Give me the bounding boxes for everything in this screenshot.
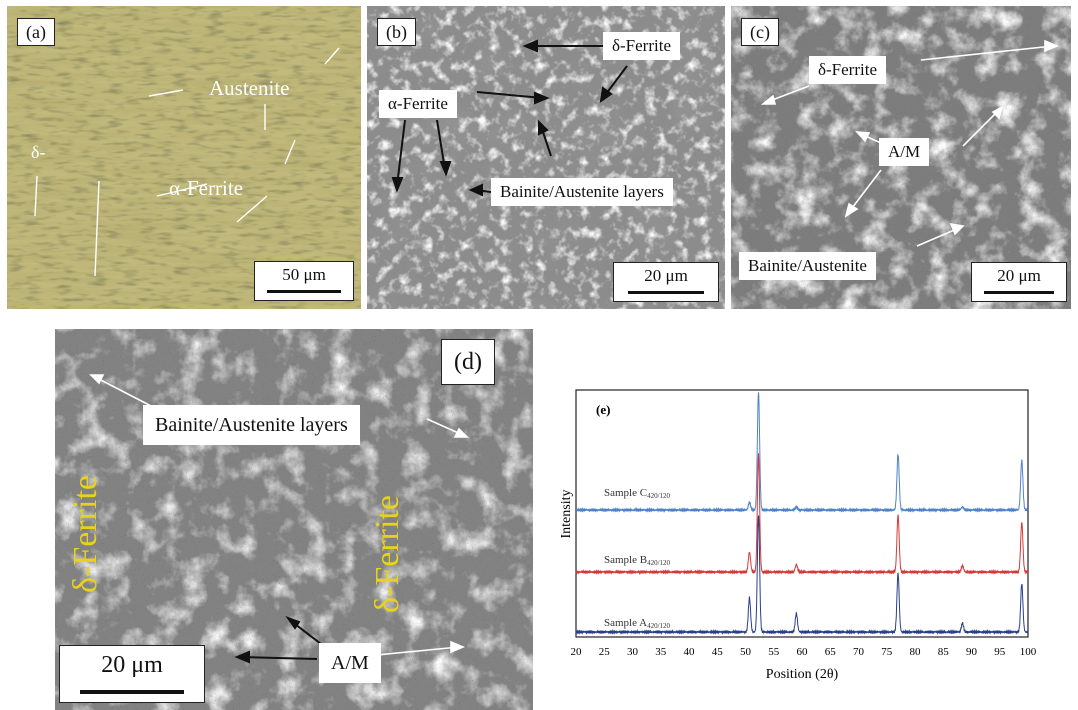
panel-label-d: (d): [441, 339, 495, 385]
delta-ferrite-label-c: δ-Ferrite: [809, 56, 886, 84]
x-axis-label: Position (2θ): [766, 667, 839, 682]
micrograph-c-image: [731, 6, 1071, 309]
series-label: Sample C420/120: [604, 487, 671, 500]
scale-bar-c: 20 μm: [971, 262, 1067, 302]
series-line: [575, 392, 1029, 514]
panel-label-e: (e): [596, 402, 610, 417]
bainite-layers-label-d: Bainite/Austenite layers: [143, 405, 360, 445]
scale-label-c: 20 μm: [997, 266, 1041, 285]
micrograph-b-image: [367, 6, 725, 309]
panel-label-a: (a): [17, 18, 55, 46]
x-tick-label: 50: [740, 646, 752, 658]
x-tick-label: 45: [712, 646, 724, 658]
delta-ferrite-left-label-d: δ-Ferrite: [66, 475, 104, 593]
xrd-chart: (e) Intensity Position (2θ) 20 25 30 35 40 45…: [559, 389, 1036, 682]
delta-label-a: δ-: [31, 142, 46, 162]
x-tick-label: 35: [655, 646, 667, 658]
scale-bar-d: 20 μm: [59, 645, 205, 703]
x-tick-label: 60: [797, 646, 809, 658]
series-line: [575, 453, 1029, 576]
xrd-chart-panel: (e) Intensity Position (2θ) 20 25 30 35 40 45…: [548, 382, 1036, 692]
x-tick-label: 100: [1020, 646, 1036, 658]
x-tick-label: 95: [994, 646, 1006, 658]
plot-frame: [575, 389, 1029, 638]
x-tick-label: 55: [768, 646, 780, 658]
scale-label-b: 20 μm: [644, 266, 688, 285]
scale-label-d: 20 μm: [101, 652, 163, 678]
x-tick-label: 40: [684, 646, 696, 658]
micrograph-b: (b) δ-Ferrite α-Ferrite Bainite/Austenit…: [367, 6, 725, 309]
scale-label-a: 50 μm: [282, 265, 326, 284]
series-line: [575, 515, 1029, 635]
scale-line-d: [80, 690, 184, 694]
x-tick-label: 85: [938, 646, 950, 658]
delta-ferrite-label-b: δ-Ferrite: [603, 32, 680, 60]
bainite-layers-label-b: Bainite/Austenite layers: [491, 178, 673, 206]
micrograph-c: (c) δ-Ferrite A/M Bainite/Austenite 20 μ…: [731, 6, 1071, 309]
x-tick-label: 75: [881, 646, 893, 658]
series-label: Sample A420/120: [604, 617, 671, 630]
x-tick-label: 20: [571, 646, 583, 658]
scale-line-b: [628, 291, 704, 294]
x-tick-label: 90: [966, 646, 978, 658]
x-tick-label: 25: [599, 646, 611, 658]
panel-label-c: (c): [741, 18, 779, 46]
y-axis-label: Intensity: [559, 490, 574, 539]
scale-line-a: [267, 290, 341, 293]
alpha-ferrite-label-b: α-Ferrite: [379, 90, 457, 118]
micrograph-a: (a) Austenite δ- α-Ferrite 50 μm: [7, 6, 361, 309]
series-label: Sample B420/120: [604, 554, 671, 567]
scale-line-c: [984, 291, 1054, 294]
alpha-ferrite-label-a: α-Ferrite: [169, 176, 243, 200]
panel-label-b: (b): [377, 18, 416, 46]
micrograph-d: (d) Bainite/Austenite layers δ-Ferrite δ…: [55, 329, 533, 710]
austenite-label-a: Austenite: [209, 76, 290, 100]
am-label-d: A/M: [319, 643, 381, 683]
micrograph-a-image: [7, 6, 361, 309]
scale-bar-a: 50 μm: [254, 261, 354, 301]
delta-ferrite-right-label-d: δ-Ferrite: [368, 495, 406, 613]
x-tick-label: 65: [825, 646, 837, 658]
bainite-austenite-label-c: Bainite/Austenite: [739, 252, 876, 280]
scale-bar-b: 20 μm: [613, 262, 719, 302]
x-tick-label: 30: [627, 646, 639, 658]
am-label-c: A/M: [879, 138, 930, 166]
x-tick-label: 70: [853, 646, 865, 658]
x-tick-label: 80: [910, 646, 922, 658]
